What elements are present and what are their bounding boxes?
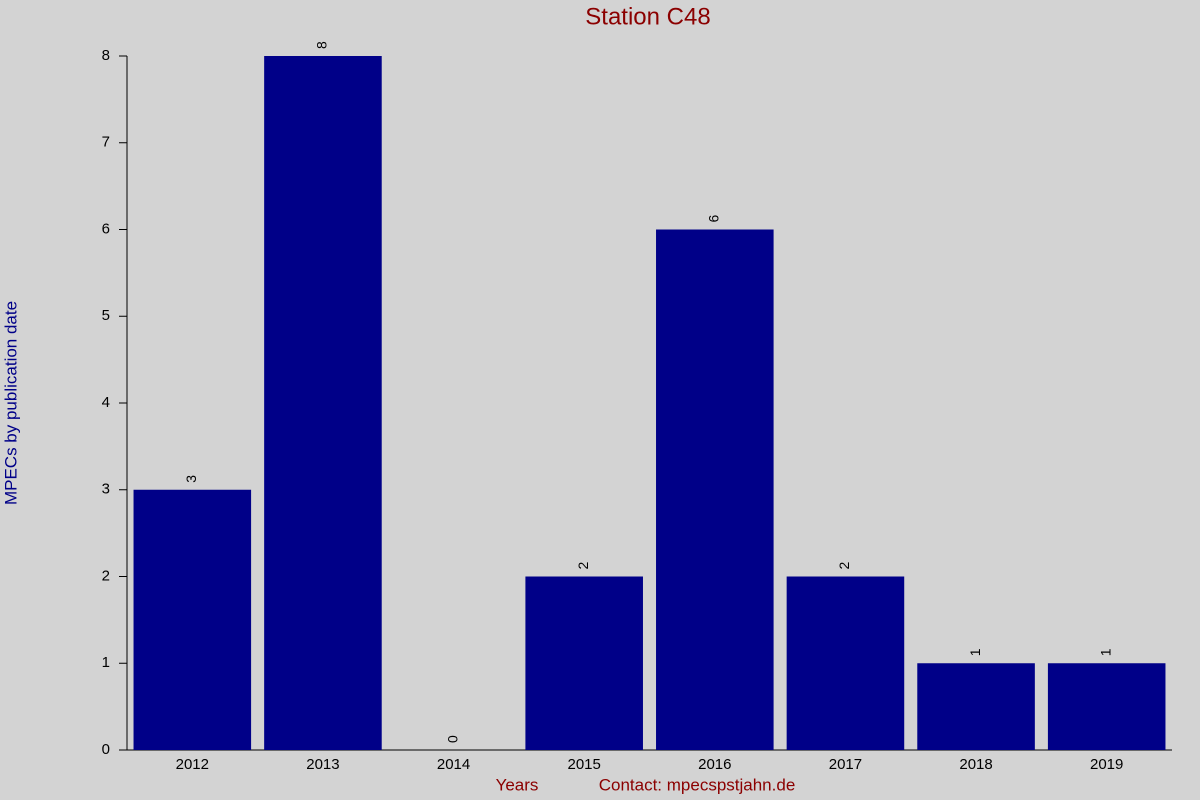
x-tick-label: 2018 (959, 756, 992, 773)
x-axis-label: Years (496, 775, 539, 794)
y-tick-label: 5 (102, 307, 110, 324)
value-label: 2 (836, 562, 852, 570)
value-label: 8 (314, 41, 330, 49)
value-label: 1 (1097, 648, 1113, 656)
bar (264, 56, 382, 750)
x-tick-label: 2016 (698, 756, 731, 773)
y-tick-label: 0 (102, 741, 110, 758)
bar (133, 489, 252, 750)
value-label: 0 (444, 735, 460, 743)
y-axis-label: MPECs by publication date (1, 301, 20, 505)
contact-annotation: Contact: mpecspstjahn.de (599, 775, 796, 794)
chart-title: Station C48 (585, 3, 710, 30)
y-tick-label: 2 (102, 567, 110, 584)
x-tick-label: 2015 (568, 756, 601, 773)
bar (525, 576, 643, 750)
x-tick-label: 2017 (829, 756, 862, 773)
y-tick-label: 3 (102, 481, 110, 498)
y-tick-label: 6 (102, 220, 110, 237)
y-tick-label: 7 (102, 134, 110, 151)
x-tick-label: 2019 (1090, 756, 1123, 773)
y-tick-label: 1 (102, 654, 110, 671)
value-label: 2 (575, 562, 591, 570)
value-label: 3 (183, 475, 199, 483)
bar (1047, 663, 1166, 750)
y-tick-label: 4 (102, 394, 110, 411)
x-tick-label: 2013 (306, 756, 339, 773)
bar (786, 576, 905, 750)
bar (656, 229, 774, 750)
bar (917, 663, 1035, 750)
x-tick-label: 2014 (437, 756, 470, 773)
y-tick-label: 8 (102, 47, 110, 64)
value-label: 6 (706, 215, 722, 223)
x-tick-label: 2012 (176, 756, 209, 773)
value-label: 1 (967, 648, 983, 656)
